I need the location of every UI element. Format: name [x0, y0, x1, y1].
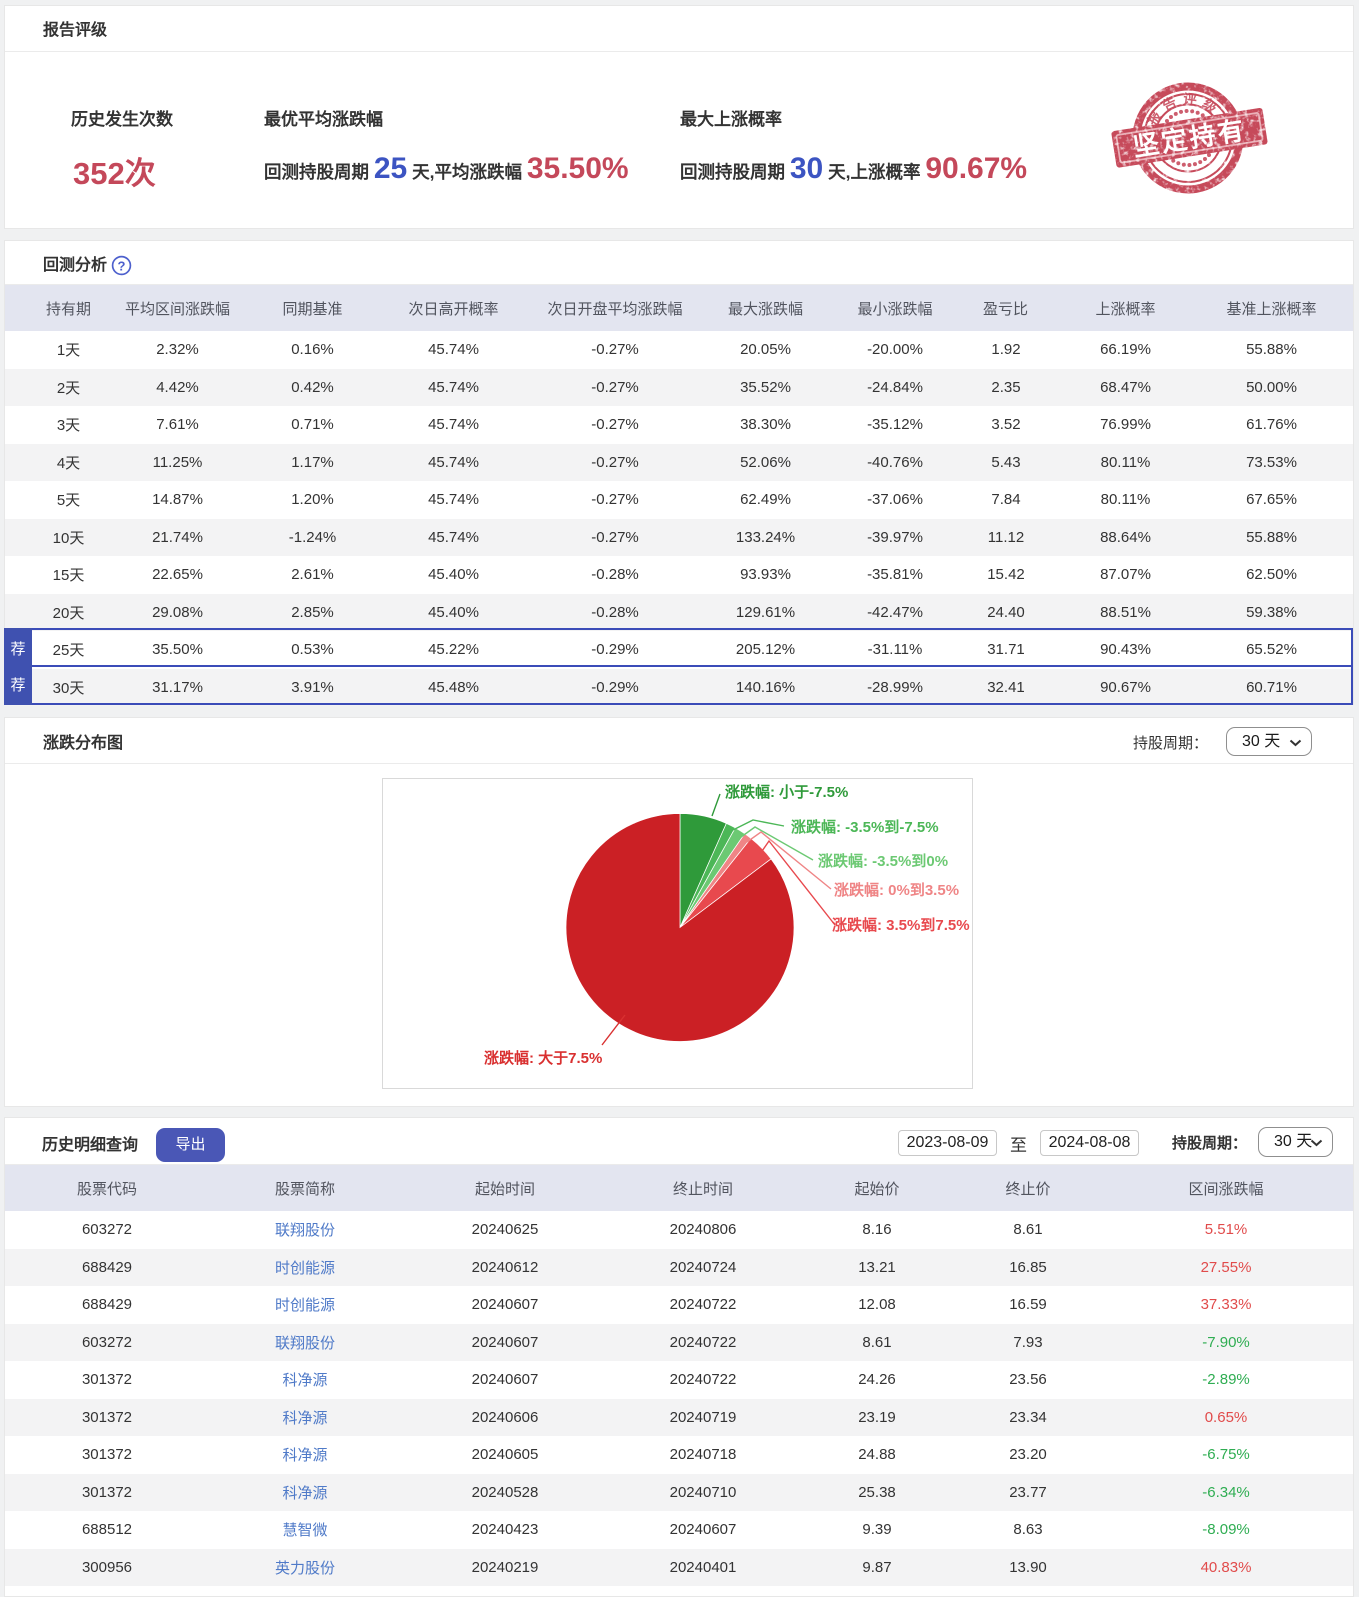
- svg-text:涨跌幅: -3.5%到-7.5%: 涨跌幅: -3.5%到-7.5%: [791, 818, 939, 836]
- svg-text:涨跌幅: -3.5%到0%: 涨跌幅: -3.5%到0%: [818, 852, 948, 870]
- svg-text:?: ?: [118, 258, 126, 273]
- svg-text:涨跌幅: 小于-7.5%: 涨跌幅: 小于-7.5%: [725, 783, 848, 801]
- svg-text:涨跌幅: 大于7.5%: 涨跌幅: 大于7.5%: [484, 1049, 602, 1067]
- svg-text:涨跌幅: 3.5%到7.5%: 涨跌幅: 3.5%到7.5%: [832, 916, 970, 934]
- svg-text:涨跌幅: 0%到3.5%: 涨跌幅: 0%到3.5%: [834, 881, 959, 899]
